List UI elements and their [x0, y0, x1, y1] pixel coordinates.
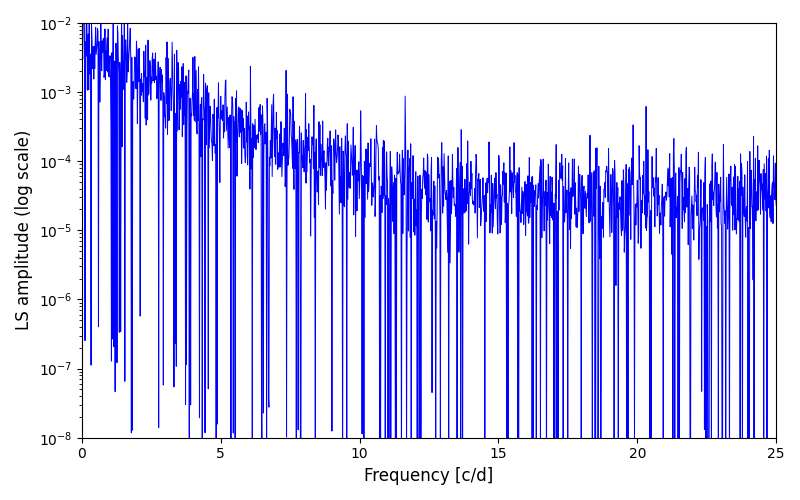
- Y-axis label: LS amplitude (log scale): LS amplitude (log scale): [15, 130, 33, 330]
- X-axis label: Frequency [c/d]: Frequency [c/d]: [364, 467, 494, 485]
